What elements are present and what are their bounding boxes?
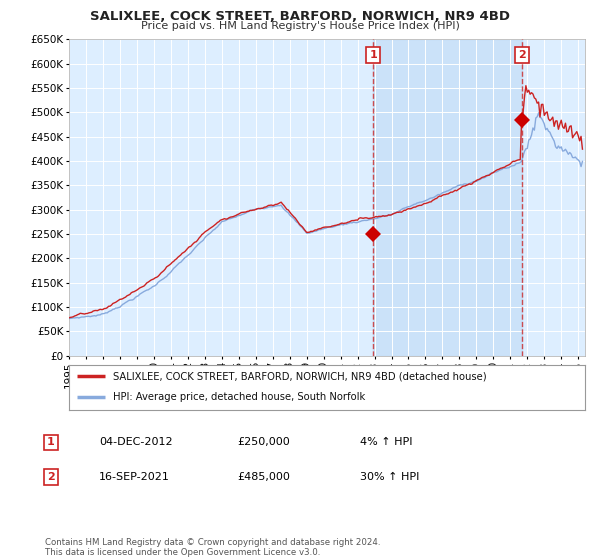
Text: 30% ↑ HPI: 30% ↑ HPI — [360, 472, 419, 482]
Text: 16-SEP-2021: 16-SEP-2021 — [99, 472, 170, 482]
Text: 1: 1 — [369, 50, 377, 60]
Text: SALIXLEE, COCK STREET, BARFORD, NORWICH, NR9 4BD: SALIXLEE, COCK STREET, BARFORD, NORWICH,… — [90, 10, 510, 22]
Text: Contains HM Land Registry data © Crown copyright and database right 2024.
This d: Contains HM Land Registry data © Crown c… — [45, 538, 380, 557]
Text: HPI: Average price, detached house, South Norfolk: HPI: Average price, detached house, Sout… — [113, 393, 365, 403]
Text: 2: 2 — [47, 472, 55, 482]
Text: 4% ↑ HPI: 4% ↑ HPI — [360, 437, 413, 447]
Text: Price paid vs. HM Land Registry's House Price Index (HPI): Price paid vs. HM Land Registry's House … — [140, 21, 460, 31]
Text: 04-DEC-2012: 04-DEC-2012 — [99, 437, 173, 447]
Text: 1: 1 — [47, 437, 55, 447]
Bar — [373, 39, 521, 356]
Text: 2: 2 — [518, 50, 526, 60]
Text: £250,000: £250,000 — [237, 437, 290, 447]
Text: SALIXLEE, COCK STREET, BARFORD, NORWICH, NR9 4BD (detached house): SALIXLEE, COCK STREET, BARFORD, NORWICH,… — [113, 371, 487, 381]
Text: £485,000: £485,000 — [237, 472, 290, 482]
